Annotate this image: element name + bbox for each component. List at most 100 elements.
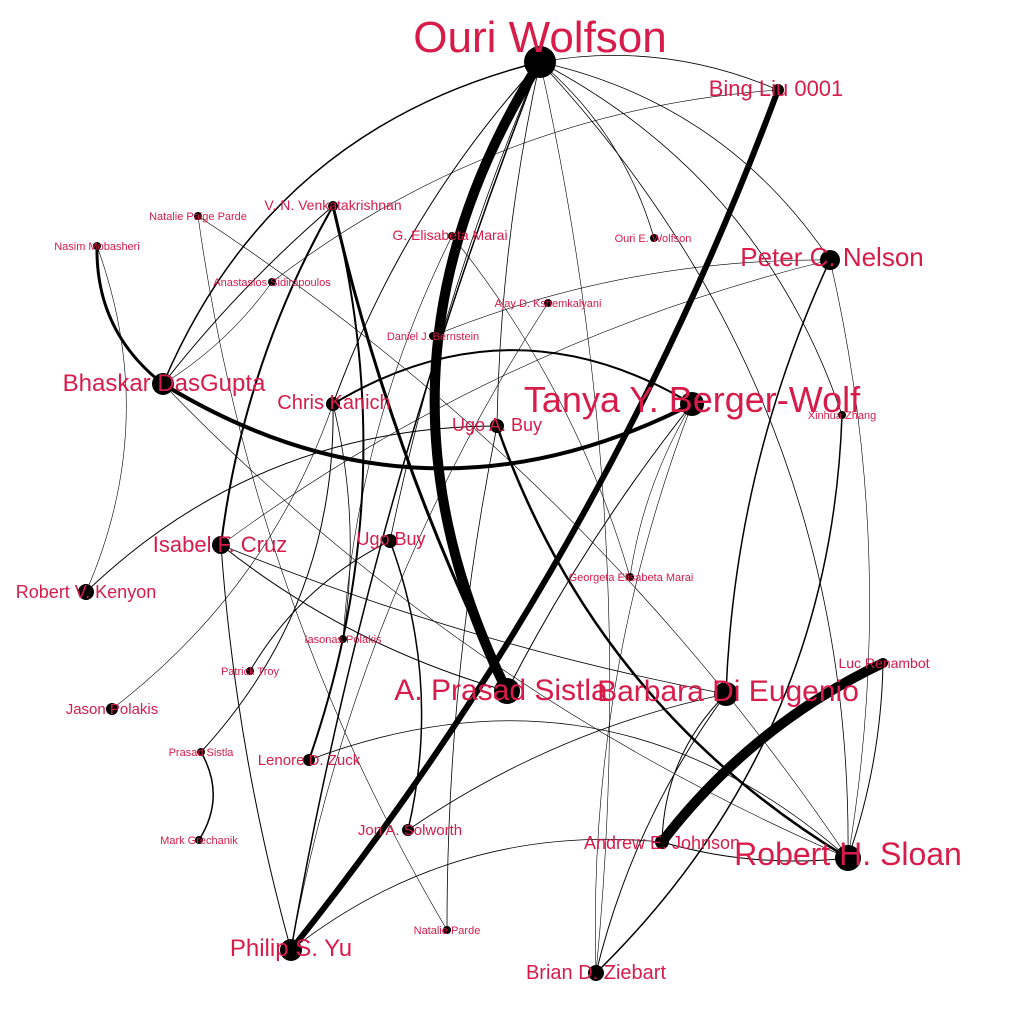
edge-ouri-wolfson-bing-liu bbox=[539, 55, 779, 91]
edge-peter-nelson-isabel-cruz bbox=[220, 259, 831, 546]
edge-ugo-a-buy-robert-kenyon bbox=[85, 425, 498, 593]
node-label-jason-polakis: Jason Polakis bbox=[66, 701, 159, 718]
edge-robert-sloan-natalie-paige-parde bbox=[197, 215, 849, 859]
node-label-georgeta: Georgeta Elisabeta Marai bbox=[569, 572, 694, 584]
node-label-daniel-bernstein: Daniel J. Bernstein bbox=[387, 331, 479, 343]
edge-bing-liu-philip bbox=[288, 87, 781, 953]
node-tanya bbox=[680, 392, 704, 416]
edge-vn-venkatakrishnan-prasad-sistla bbox=[331, 204, 509, 693]
node-natalie-paige-parde bbox=[194, 212, 202, 220]
edge-georgeta-g-elisabeta-marai bbox=[451, 235, 631, 578]
edge-ouri-wolfson-ouri-e-wolfson bbox=[539, 61, 655, 239]
node-chris-kanich bbox=[326, 397, 340, 411]
node-label-natalie-paige-parde: Natalie Paige Parde bbox=[149, 211, 247, 223]
edge-ouri-wolfson-peter-nelson bbox=[539, 61, 831, 261]
edge-vn-venkatakrishnan-bhaskar bbox=[162, 205, 334, 385]
node-jason-polakis bbox=[106, 703, 118, 715]
node-label-mark: Mark Grechanik bbox=[160, 835, 238, 847]
node-barbara bbox=[714, 682, 738, 706]
edge-ouri-wolfson-robert-sloan bbox=[539, 61, 849, 859]
node-brian bbox=[588, 965, 604, 981]
edge-ugo-a-buy-robert-sloan bbox=[495, 424, 850, 860]
node-g-elisabeta-marai bbox=[448, 232, 456, 240]
node-label-ouri-e-wolfson: Ouri E. Wolfson bbox=[615, 233, 692, 245]
edge-vn-venkatakrishnan-isabel-cruz bbox=[220, 205, 334, 546]
node-ouri-wolfson bbox=[524, 46, 556, 78]
node-anastasios bbox=[268, 278, 276, 286]
edge-luc-andrew bbox=[657, 658, 888, 847]
labels-layer: Ouri Wolfson Bing Liu 0001 Natalie Paige P… bbox=[16, 13, 962, 984]
node-label-vn-venkatakrishnan: V. N. Venkatakrishnan bbox=[264, 197, 401, 213]
edge-ouri-wolfson-ugo-a-buy bbox=[496, 61, 541, 427]
edge-isabel-cruz-prasad-sistla bbox=[220, 544, 508, 692]
node-prasad-sistla bbox=[494, 678, 520, 704]
edge-barbara-jon bbox=[407, 693, 727, 831]
node-label-patrick-troy: Patrick Troy bbox=[221, 666, 280, 678]
edge-tanya-georgeta bbox=[629, 403, 693, 578]
edge-tanya-chris-kanich bbox=[332, 349, 693, 405]
node-label-philip: Philip S. Yu bbox=[230, 935, 352, 962]
edge-barbara-andrew bbox=[661, 693, 727, 843]
edge-andrew-philip bbox=[290, 838, 663, 951]
edge-tanya-brian bbox=[595, 403, 693, 974]
edge-bhaskar-tanya bbox=[161, 382, 694, 471]
edge-ugo-a-buy-natalie-parde bbox=[446, 425, 498, 931]
node-natalie-parde bbox=[443, 926, 451, 934]
edge-bhaskar-anastasios bbox=[162, 281, 273, 385]
node-label-iasonas: Iasonas Polakis bbox=[304, 634, 382, 646]
edge-peter-nelson-barbara bbox=[725, 259, 831, 695]
edge-ouri-wolfson-xinhua bbox=[539, 61, 843, 416]
node-bhaskar bbox=[152, 373, 174, 395]
node-label-tanya: Tanya Y. Berger-Wolf bbox=[524, 379, 861, 420]
node-label-chris-kanich: Chris Kanich bbox=[277, 392, 390, 414]
node-prasad-sistla-2 bbox=[197, 748, 205, 756]
node-label-brian: Brian D. Ziebart bbox=[526, 962, 666, 984]
node-label-barbara: Barbara Di Eugenio bbox=[597, 675, 859, 708]
node-ugo-a-buy bbox=[490, 419, 504, 433]
edge-barbara-brian bbox=[595, 693, 727, 974]
edge-luc-robert-sloan bbox=[847, 662, 884, 859]
nodes-layer bbox=[78, 46, 887, 981]
node-label-prasad-sistla-2: Prasad Sistla bbox=[169, 747, 235, 759]
edge-andrew-robert-sloan bbox=[661, 841, 849, 862]
node-label-prasad-sistla: A. Prasad Sistla bbox=[394, 674, 608, 707]
node-label-andrew: Andrew E. Johnson bbox=[584, 833, 740, 853]
edge-natalie-paige-parde-natalie-parde bbox=[197, 215, 448, 931]
node-label-robert-kenyon: Robert V. Kenyon bbox=[16, 582, 156, 602]
node-andrew bbox=[655, 835, 669, 849]
node-label-lenore: Lenore D. Zuck bbox=[258, 752, 361, 769]
edge-nasim-mobasheri-bhaskar bbox=[95, 244, 165, 386]
node-luc bbox=[879, 659, 887, 667]
edges-layer bbox=[85, 55, 888, 974]
edge-bing-liu-anastasios bbox=[271, 89, 779, 283]
edge-prasad-sistla-2-mark bbox=[198, 751, 214, 841]
edge-jason-polakis-chris-kanich bbox=[111, 403, 334, 710]
node-label-nasim-mobasheri: Nasim Mobasheri bbox=[54, 241, 140, 253]
node-patrick-troy bbox=[246, 667, 254, 675]
node-nasim-mobasheri bbox=[93, 242, 101, 250]
node-label-xinhua: Xinhua Zhang bbox=[808, 410, 877, 422]
edge-ouri-wolfson-chris-kanich bbox=[332, 61, 541, 405]
edge-peter-nelson-daniel-bernstein bbox=[432, 259, 831, 337]
edge-robert-sloan-lenore bbox=[308, 720, 849, 859]
node-mark bbox=[195, 836, 203, 844]
node-label-luc: Luc Renambot bbox=[838, 655, 929, 671]
node-ajay bbox=[544, 299, 552, 307]
edge-prasad-sistla-2-chris-kanich bbox=[200, 403, 334, 753]
edge-isabel-cruz-philip bbox=[220, 544, 292, 951]
node-robert-kenyon bbox=[78, 584, 94, 600]
node-bing-liu bbox=[772, 84, 784, 96]
edge-ouri-wolfson-ugo-buy bbox=[389, 61, 541, 542]
node-philip bbox=[280, 939, 302, 961]
node-label-bing-liu: Bing Liu 0001 bbox=[709, 76, 844, 101]
node-peter-nelson bbox=[820, 250, 840, 270]
node-label-g-elisabeta-marai: G. Elisabeta Marai bbox=[392, 227, 507, 243]
node-label-ouri-wolfson: Ouri Wolfson bbox=[413, 13, 667, 62]
node-label-peter-nelson: Peter C. Nelson bbox=[740, 242, 924, 272]
node-label-bhaskar: Bhaskar DasGupta bbox=[63, 370, 266, 397]
node-ugo-buy bbox=[383, 534, 397, 548]
node-isabel-cruz bbox=[212, 536, 230, 554]
node-iasonas bbox=[339, 635, 347, 643]
edge-isabel-cruz-barbara bbox=[220, 544, 727, 695]
